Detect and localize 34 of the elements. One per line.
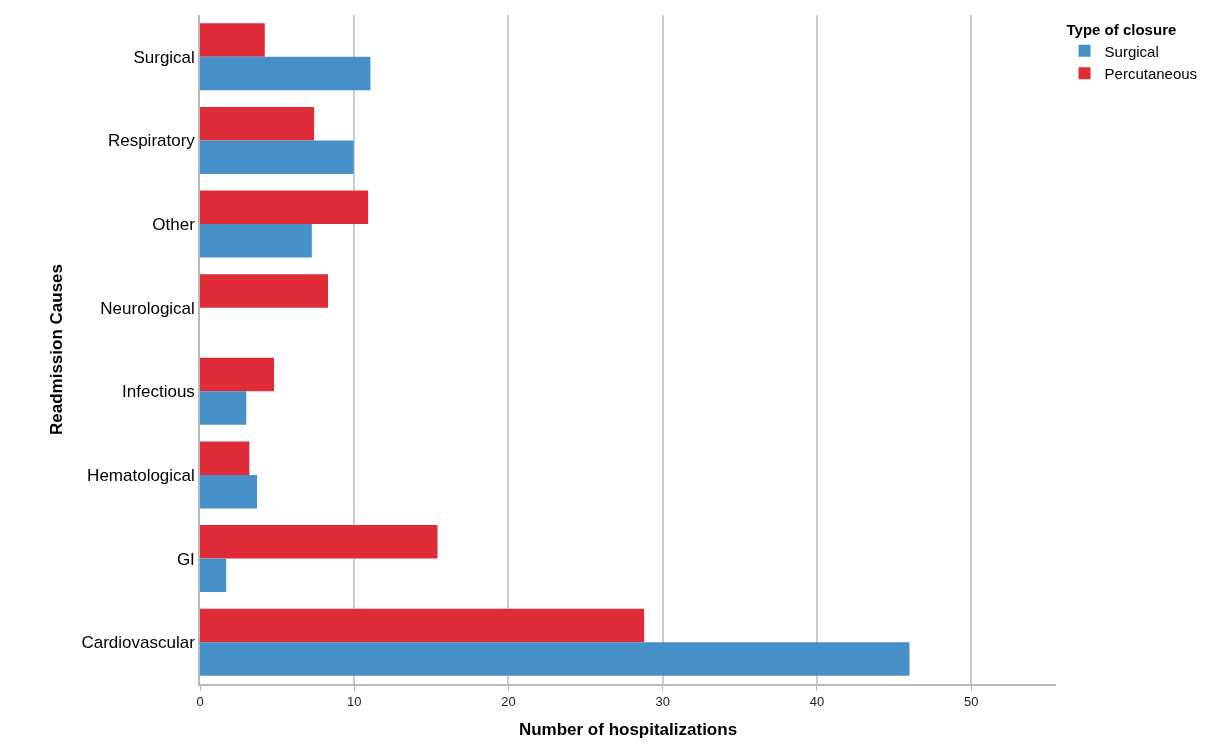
x-tick-label: 0 [196, 694, 204, 710]
bar [200, 391, 247, 425]
x-tick-label: 10 [347, 694, 362, 710]
bar [200, 274, 329, 308]
y-tick-label: Neurological [100, 298, 195, 318]
y-tick-label: Cardiovascular [81, 633, 196, 653]
bar [200, 525, 438, 559]
x-tick-label: 20 [501, 694, 516, 710]
x-axis-title: Number of hospitalizations [518, 720, 738, 740]
bar [200, 106, 315, 141]
legend-title: Type of closure [1066, 20, 1177, 38]
x-tick-label: 40 [809, 694, 825, 710]
bar [200, 474, 258, 509]
bar [200, 140, 354, 174]
bar [200, 23, 265, 57]
y-tick-label: Surgical [133, 47, 195, 67]
y-axis-title: Readmission Causes [46, 263, 66, 436]
y-tick-label: Respiratory [107, 131, 196, 151]
y-tick-label: Hematological [87, 465, 195, 485]
y-tick-label: Other [152, 215, 196, 235]
y-tick-label: Infectious [122, 382, 195, 402]
bar [200, 56, 371, 91]
bar [200, 441, 250, 475]
legend-label: Surgical [1104, 42, 1159, 60]
bar [200, 642, 910, 676]
x-tick-label: 30 [655, 694, 670, 710]
bar [200, 558, 227, 593]
legend-label: Percutaneous [1104, 65, 1198, 83]
x-tick-label: 50 [963, 694, 979, 710]
y-tick-label: GI [176, 549, 195, 569]
bar [200, 608, 645, 643]
bar [200, 190, 369, 225]
bar [200, 224, 312, 258]
bar [200, 357, 275, 392]
